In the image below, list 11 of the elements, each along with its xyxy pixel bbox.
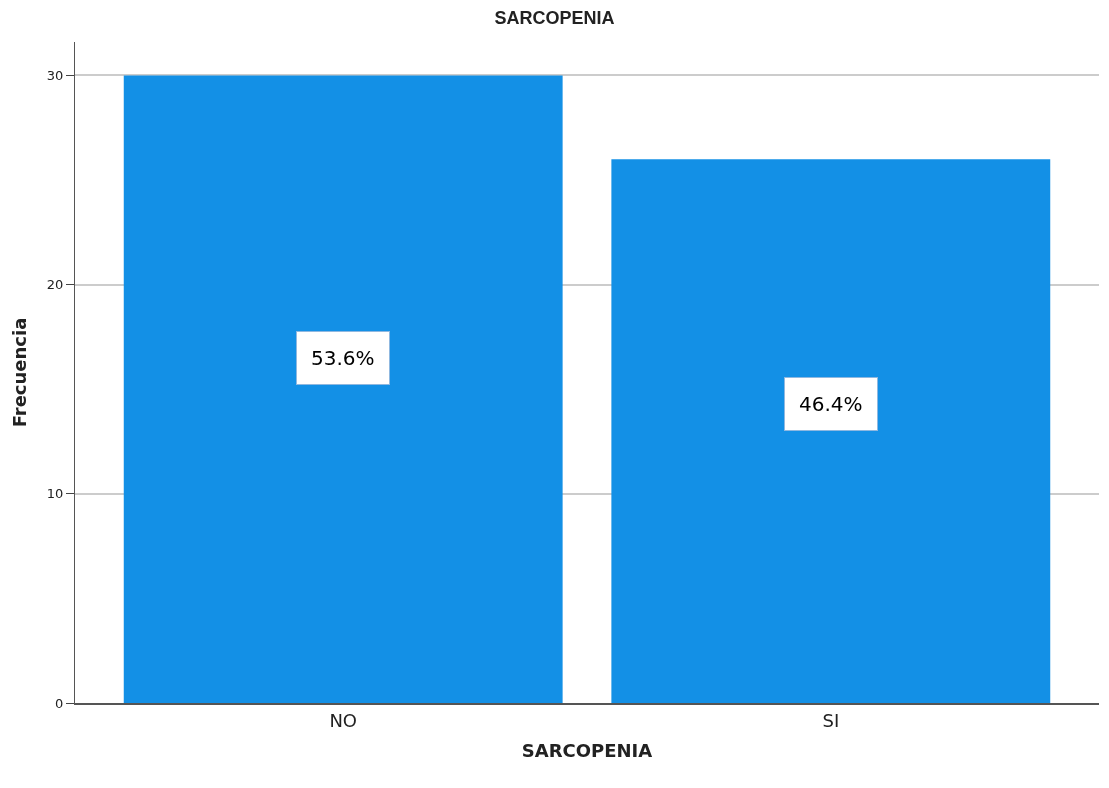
y-tick-label: 20 bbox=[46, 277, 64, 293]
x-axis-title: SARCOPENIA bbox=[521, 740, 653, 762]
x-tick-label: SI bbox=[822, 709, 840, 731]
annotation: 53.6% bbox=[311, 346, 375, 370]
y-tick-label: 30 bbox=[46, 68, 64, 84]
x-tick-label: NO bbox=[329, 709, 358, 731]
y-tick-label: 0 bbox=[55, 695, 64, 711]
chart-title: SARCOPENIA bbox=[494, 8, 615, 29]
y-tick-label: 10 bbox=[46, 486, 64, 502]
annotation: 46.4% bbox=[799, 392, 863, 416]
y-axis-title: Frecuencia bbox=[9, 317, 31, 428]
